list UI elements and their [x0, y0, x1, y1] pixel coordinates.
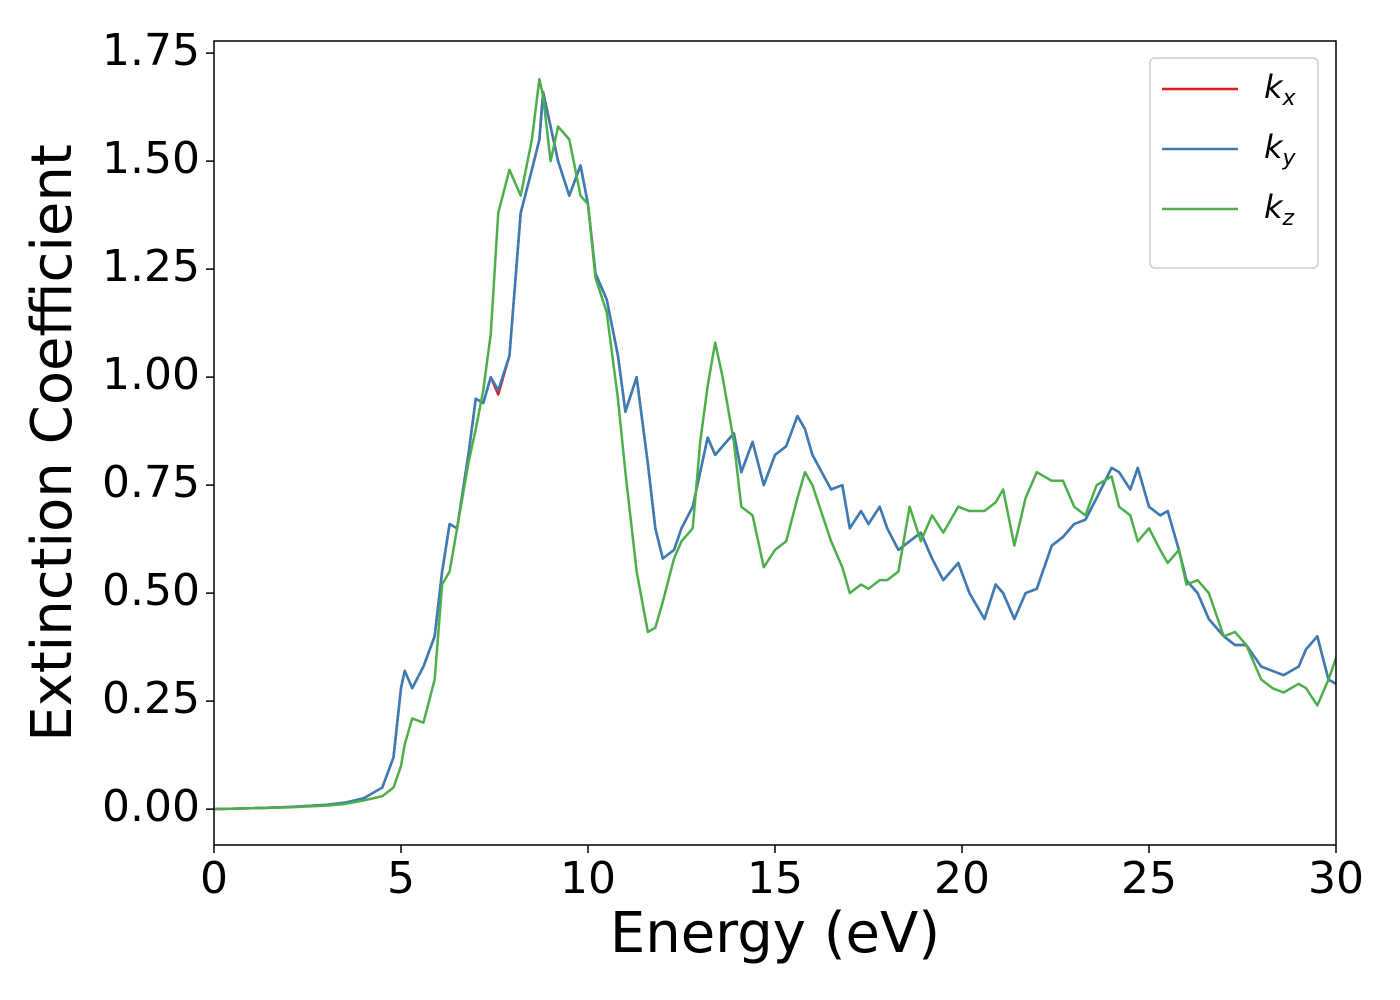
y-tick-label: 1.50: [102, 133, 200, 184]
x-tick-label: 0: [200, 853, 228, 904]
legend-label: ky: [1264, 128, 1297, 171]
x-tick-label: 15: [747, 853, 803, 904]
y-tick-label: 0.75: [102, 457, 200, 508]
y-tick-label: 1.00: [102, 349, 200, 400]
y-tick-label: 0.50: [102, 565, 200, 616]
x-tick-label: 5: [387, 853, 415, 904]
line-series: [214, 90, 1336, 811]
x-tick-label: 30: [1308, 853, 1364, 904]
x-tick-label: 25: [1121, 853, 1177, 904]
line-series: [214, 77, 1336, 811]
legend-label: kz: [1264, 188, 1295, 231]
x-axis-label: Energy (eV): [610, 901, 940, 966]
legend-box: [1149, 57, 1319, 269]
y-axis-label: Extinction Coefficient: [20, 144, 85, 742]
y-tick-label: 1.25: [102, 241, 200, 292]
x-tick-label: 20: [934, 853, 990, 904]
y-tick-label: 0.25: [102, 673, 200, 724]
legend-label: kx: [1264, 68, 1297, 111]
x-tick-label: 10: [560, 853, 616, 904]
plot-frame: [213, 40, 1337, 846]
y-tick-label: 1.75: [102, 25, 200, 76]
y-tick-label: 0.00: [102, 781, 200, 832]
